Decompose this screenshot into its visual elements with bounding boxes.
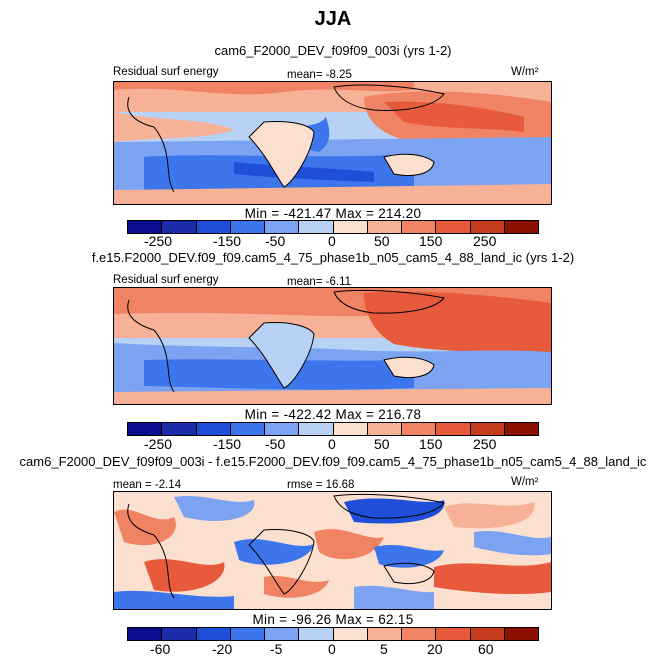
cb2-tick: -250 [144,436,173,452]
cb2-cell [196,423,231,435]
season-title: JJA [314,8,352,30]
p1-arctic-warm [114,82,414,95]
panel2-minmax: Min = -422.42 Max = 216.78 [244,407,422,422]
panel3-colorbar [127,627,539,641]
cb2-cell [504,423,538,435]
cb1-cell [470,221,505,233]
cb3-cell [333,628,368,640]
panel1-mean-label: mean= -8.25 [287,69,352,81]
panel1-variable-label: Residual surf energy [113,66,219,78]
cb2-tick: -150 [213,436,242,452]
p3-asia-outline [333,493,445,519]
cb1-cell [265,221,300,233]
cb3-tick: 60 [478,641,494,657]
cb3-cell [299,628,334,640]
panel2-colorbar [127,422,539,436]
cb3-cell [230,628,265,640]
cb2-cell [470,423,505,435]
cb2-cell [367,423,402,435]
panel3-mean-label: mean = -2.14 [113,479,182,491]
cb1-cell [196,221,231,233]
panel1-minmax: Min = -421.47 Max = 214.20 [244,206,422,221]
p1-australia [383,153,435,176]
cb3-cell [367,628,402,640]
p3-australia-outline [383,562,435,585]
p3-noise-warm [114,502,551,598]
p1-antarctic-band [114,184,551,204]
cb2-tick: 50 [374,436,390,452]
panel3-minmax: Min = -96.26 Max = 62.15 [252,612,414,627]
cb3-cell [162,628,197,640]
p3-americas-outline [127,503,175,599]
cb1-cell [504,221,538,233]
p1-pacific-core [384,101,524,132]
cb3-cell [128,628,163,640]
p3-africa-outline [248,529,315,595]
cb1-cell [402,221,437,233]
panel3-map [113,491,552,610]
cb3-tick: -20 [212,641,233,657]
cb3-cell [436,628,471,640]
panel3-rmse-label: rmse = 16.68 [287,479,355,491]
panel2-variable-label: Residual surf energy [113,274,219,286]
cb2-tick: 0 [328,436,336,452]
cb1-cell [367,221,402,233]
cb1-cell [436,221,471,233]
cb1-tick: -150 [213,233,242,249]
panel3-case-title: cam6_F2000_DEV_f09f09_003i - f.e15.F2000… [19,454,647,469]
cb2-tick: 150 [419,436,443,452]
cb1-cell [230,221,265,233]
p1-atlantic-warm [114,112,234,142]
panel2-mean-label: mean= -6.11 [287,276,352,288]
cb3-tick: 0 [328,641,336,657]
panel2-case-title: f.e15.F2000_DEV.f09_f09.cam5_4_75_phase1… [91,250,575,265]
cb2-tick: -50 [265,436,286,452]
cb3-tick: 20 [427,641,443,657]
p2-americas-outline [127,299,175,393]
cb2-tick: 250 [473,436,497,452]
cb3-tick: 5 [380,641,388,657]
p1-americas-outline [127,96,175,193]
cb1-tick: -50 [265,233,286,249]
p3-noise-cold [114,495,551,609]
cb3-cell [470,628,505,640]
cb2-cell [265,423,300,435]
cb1-tick: -250 [144,233,173,249]
p2-africa [248,322,315,389]
p2-antarctic-band [114,388,551,404]
panel1-map [113,81,552,205]
cb1-cell [299,221,334,233]
cb3-cell [196,628,231,640]
p2-australia [383,356,435,379]
p1-asia-outline [333,84,445,111]
cb2-cell [333,423,368,435]
cb3-cell [402,628,437,640]
cb3-tick: -60 [150,641,171,657]
cb2-cell [128,423,163,435]
p1-africa [248,121,315,188]
cb2-cell [162,423,197,435]
panel1-units-label: W/m² [511,66,539,78]
cb1-tick: 250 [473,233,497,249]
panel1-case-title: cam6_F2000_DEV_f09f09_003i (yrs 1-2) [214,43,452,58]
cb2-cell [230,423,265,435]
p2-pacific-warm [364,291,551,358]
cb1-tick: 0 [328,233,336,249]
cb2-cell [436,423,471,435]
cb3-cell [265,628,300,640]
cb2-cell [299,423,334,435]
panel3-units-label: W/m² [511,476,539,488]
cb1-cell [162,221,197,233]
p2-asia-outline [333,289,445,314]
p1-south-core [234,162,374,182]
panel1-colorbar [127,220,539,234]
panel2-map [113,287,552,405]
cb1-cell [333,221,368,233]
cb1-cell [128,221,163,233]
cb3-cell [504,628,538,640]
cb1-tick: 150 [419,233,443,249]
cb3-tick: -5 [270,641,283,657]
cb2-cell [402,423,437,435]
cb1-tick: 50 [374,233,390,249]
